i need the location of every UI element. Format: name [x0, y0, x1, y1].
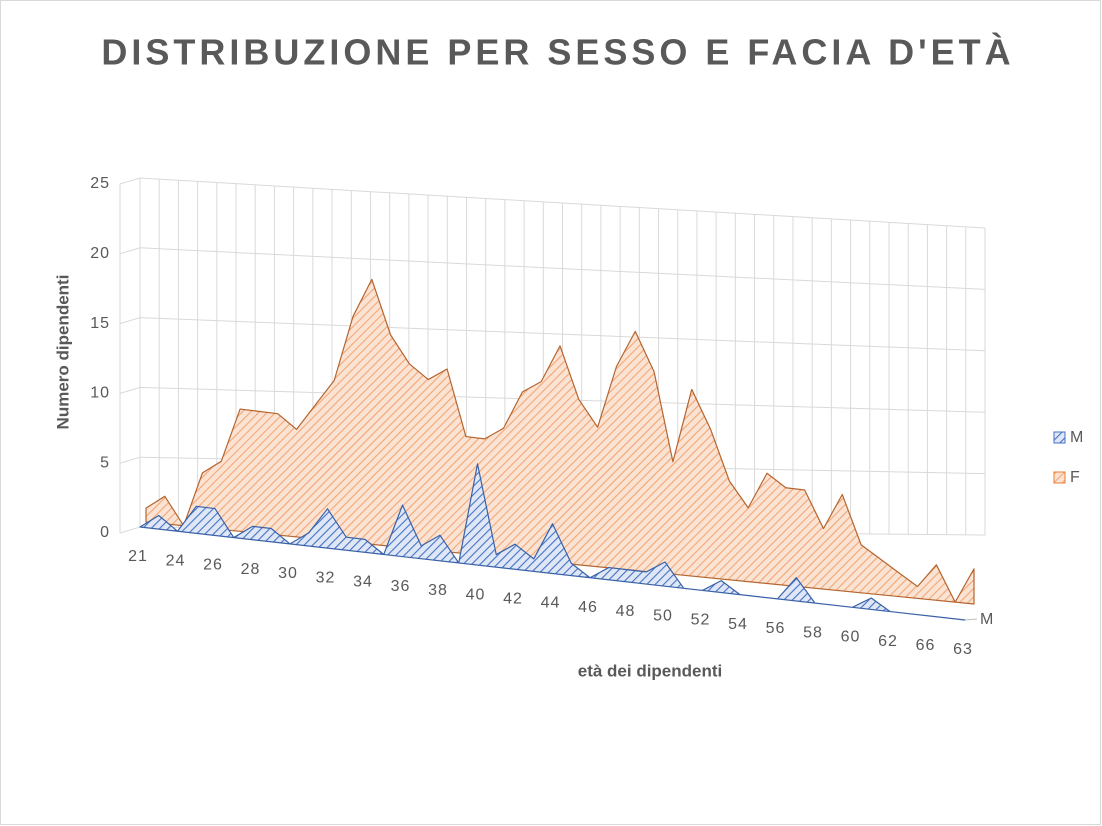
x-tick-label: 63	[953, 641, 973, 658]
y-tick-label: 15	[90, 315, 110, 332]
grid-line	[119, 456, 141, 464]
x-tick-label: 50	[653, 607, 673, 624]
x-tick-label: 42	[503, 590, 523, 607]
x-tick-label: 21	[128, 548, 148, 565]
y-tick-label: 20	[90, 245, 110, 262]
legend-label: F	[1070, 469, 1081, 486]
legend-label: M	[1070, 429, 1084, 446]
area-series	[139, 463, 966, 621]
x-tick-label: 34	[353, 574, 373, 591]
x-tick-label: 24	[166, 552, 186, 569]
axis-labels: 0 5 10 15 20 25 21 24 26 28 30 32 34 36 38 40 42 44 46 48 50…	[90, 175, 1084, 658]
x-tick-label: 28	[241, 561, 261, 578]
x-tick-label: 44	[541, 595, 561, 612]
x-tick-label: 48	[616, 603, 636, 620]
grid-line	[119, 526, 141, 534]
x-tick-label: 56	[766, 620, 786, 637]
legend-swatch	[1053, 431, 1066, 444]
x-tick-label: 40	[466, 586, 486, 603]
grid-line	[119, 317, 141, 325]
y-tick-label: 10	[90, 385, 110, 402]
area-series	[145, 278, 975, 605]
y-tick-label: 0	[100, 524, 110, 541]
y-tick-label: 5	[100, 454, 110, 471]
x-tick-label: 66	[916, 637, 936, 654]
x-tick-label: 60	[841, 629, 861, 646]
x-tick-label: 26	[203, 557, 223, 574]
depth-axis	[964, 618, 978, 621]
grid-line	[119, 247, 141, 255]
x-tick-label: 52	[691, 612, 711, 629]
x-tick-label: 30	[278, 565, 298, 582]
x-tick-label: 46	[578, 599, 598, 616]
y-axis-label: Numero dipendenti	[53, 275, 72, 430]
x-tick-label: 38	[428, 582, 448, 599]
plot-area	[139, 278, 975, 621]
chart-title: DISTRIBUZIONE PER SESSO E FACIA D'ETÀ	[101, 32, 1014, 73]
legend-swatch	[1053, 471, 1066, 484]
x-tick-label: 54	[728, 616, 748, 633]
x-axis-label: età dei dipendenti	[578, 661, 723, 680]
x-tick-label: 58	[803, 624, 823, 641]
x-tick-label: 36	[391, 578, 411, 595]
grid-line	[119, 177, 141, 185]
x-tick-label: 32	[316, 569, 336, 586]
x-tick-label: 62	[878, 633, 898, 650]
y-tick-label: 25	[90, 175, 110, 192]
depth-tick-label: M	[980, 611, 994, 628]
grid-line	[119, 386, 141, 394]
